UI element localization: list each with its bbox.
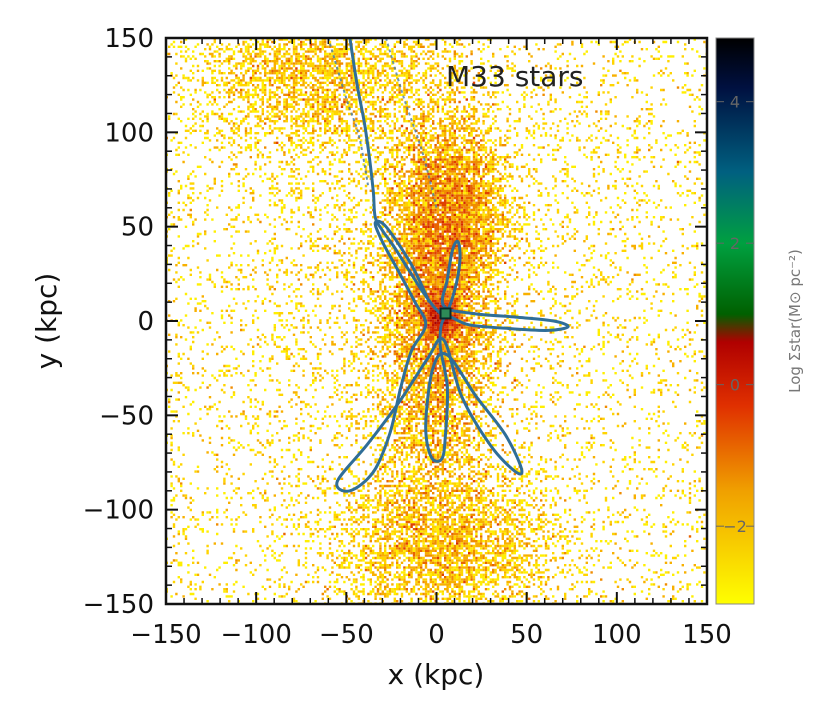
x-tick-label: −100 xyxy=(220,620,291,650)
orbit-line xyxy=(335,38,570,493)
y-tick-label: −50 xyxy=(99,401,154,431)
y-tick-label: 0 xyxy=(137,307,154,337)
y-tick-label: −150 xyxy=(83,590,154,620)
density-pixels xyxy=(249,43,516,584)
y-tick-label: 100 xyxy=(104,118,154,148)
x-tick-label: 150 xyxy=(682,620,732,650)
density-pixels xyxy=(166,38,707,604)
center-marker xyxy=(439,307,452,320)
colorbar-ticks: −2 0 2 4 xyxy=(716,93,754,536)
annotation-label: M33 stars xyxy=(446,60,584,93)
x-tick-label: −150 xyxy=(130,620,201,650)
y-axis-ticks: −150 −100 −50 0 50 100 150 xyxy=(83,24,707,620)
x-tick-label: 0 xyxy=(428,620,445,650)
colorbar-tick-label: −2 xyxy=(723,517,747,536)
density-pixels xyxy=(166,38,707,604)
y-tick-label: 150 xyxy=(104,24,154,54)
x-tick-label: 50 xyxy=(510,620,543,650)
y-tick-label: 50 xyxy=(121,213,154,243)
y-tick-label: −100 xyxy=(83,496,154,526)
colorbar-tick-label: 2 xyxy=(730,234,740,253)
orbit-trail-dashed xyxy=(385,38,438,209)
colorbar-label: Log Σstar(M⊙ pc⁻²) xyxy=(786,249,804,393)
y-axis-label: y (kpc) xyxy=(30,273,63,370)
orbit-series xyxy=(327,38,570,493)
x-axis-label: x (kpc) xyxy=(388,658,485,691)
colorbar-tick-label: 4 xyxy=(730,93,740,112)
x-tick-label: −50 xyxy=(319,620,374,650)
colorbar-tick-label: 0 xyxy=(730,376,740,395)
colorbar xyxy=(715,37,755,605)
x-tick-label: 100 xyxy=(592,620,642,650)
x-axis-ticks: −150 −100 −50 0 50 100 150 xyxy=(130,38,732,650)
